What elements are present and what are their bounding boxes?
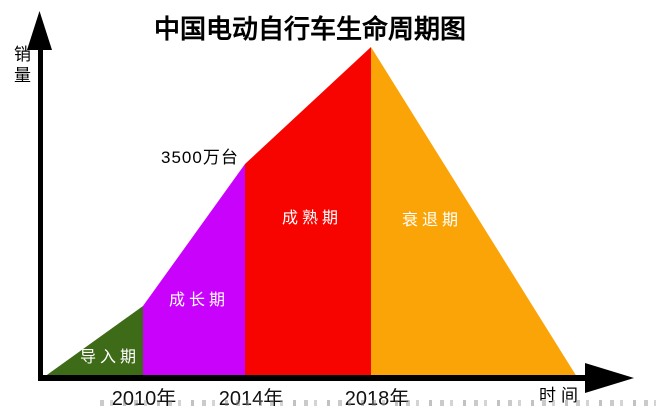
stage-label-growth: 成长期 <box>168 290 230 309</box>
y-axis-arrowhead <box>27 11 52 50</box>
cropped-caption-fragment <box>100 400 656 406</box>
chart-title: 中国电动自行车生命周期图 <box>153 14 467 44</box>
x-axis-label: 时间 <box>539 386 583 406</box>
y-axis-line <box>38 28 43 380</box>
x-tick-2010年: 2010年 <box>111 388 177 406</box>
stage-label-maturity: 成熟期 <box>281 208 343 227</box>
stage-area-maturity <box>245 47 371 377</box>
stage-areas <box>44 47 577 377</box>
y-axis-label: 销量 <box>10 45 30 87</box>
x-axis-line <box>38 375 587 381</box>
x-axis-arrowhead <box>585 363 634 393</box>
stage-label-introduction: 导入期 <box>79 347 141 366</box>
stage-label-decline: 衰退期 <box>401 210 463 229</box>
stage-area-introduction <box>44 306 143 377</box>
x-tick-2018年: 2018年 <box>344 388 410 406</box>
annotation-3500: 3500万台 <box>161 148 239 167</box>
x-tick-2014年: 2014年 <box>218 388 284 406</box>
stage-area-growth <box>143 164 245 377</box>
stage-area-decline <box>371 47 577 377</box>
